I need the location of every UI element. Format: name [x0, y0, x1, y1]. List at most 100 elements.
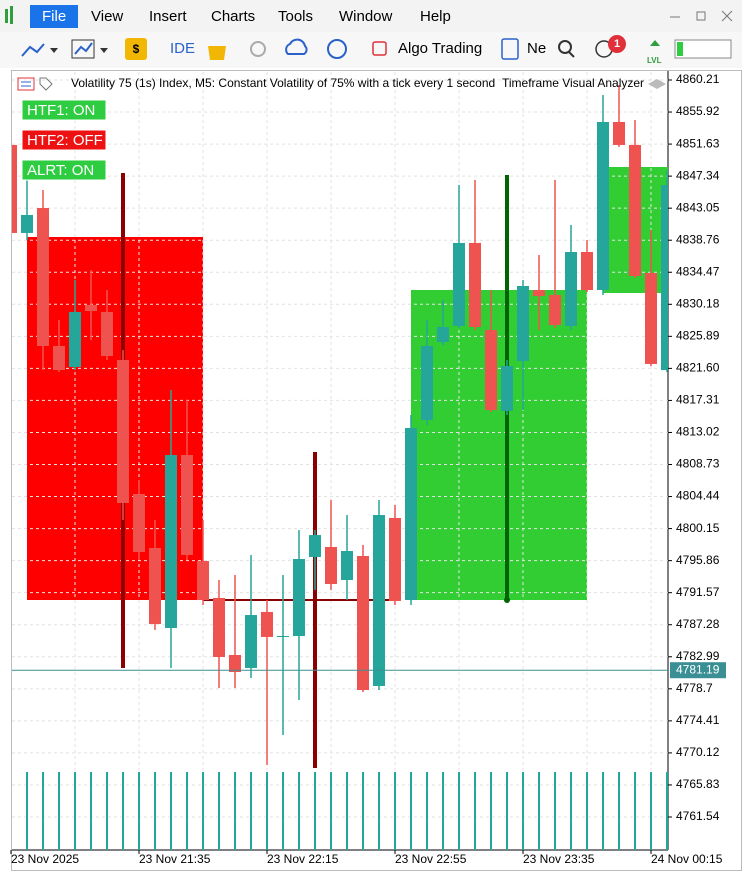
- y-tick-label: 4774.41: [676, 713, 720, 727]
- y-tick-label: 4808.73: [676, 457, 720, 471]
- candle-body: [613, 121, 625, 145]
- app-icon: [5, 9, 8, 23]
- y-tick-label: 4761.54: [676, 809, 720, 823]
- candle-body: [437, 327, 449, 343]
- algo-trading-button[interactable]: Algo Trading: [398, 40, 482, 57]
- candle-body: [341, 551, 353, 580]
- candle-body: [101, 311, 113, 356]
- y-tick-label: 4843.05: [676, 200, 720, 214]
- candle-body: [12, 144, 17, 233]
- y-tick-label: 4770.12: [676, 745, 720, 759]
- candle-body: [69, 311, 81, 367]
- candle-body: [261, 611, 273, 637]
- x-tick-label: 23 Nov 22:15: [267, 852, 339, 866]
- file-menu-highlight: [30, 5, 78, 28]
- candle-body: [309, 535, 321, 557]
- x-tick-label: 23 Nov 22:55: [395, 852, 467, 866]
- last-price-tag: [670, 662, 726, 679]
- y-tick-label: 4817.31: [676, 393, 720, 407]
- candle-body: [645, 272, 657, 364]
- volume: [26, 772, 668, 850]
- menu-item[interactable]: Insert: [149, 8, 187, 25]
- candle-body: [549, 294, 561, 325]
- y-tick-label: 4791.57: [676, 585, 720, 599]
- toolbar-icons: $: [21, 35, 732, 60]
- svg-text:$: $: [133, 42, 140, 56]
- y-tick-label: 4825.89: [676, 329, 720, 343]
- app-icon: [10, 6, 13, 24]
- y-tick-label: 4860.21: [676, 72, 720, 86]
- candle-body: [117, 360, 129, 503]
- candle-body: [661, 185, 668, 371]
- menu-item[interactable]: View: [91, 8, 123, 25]
- y-tick-label: 4830.18: [676, 296, 720, 310]
- menu-item[interactable]: Tools: [278, 8, 313, 25]
- candle-body: [597, 121, 609, 291]
- candle-body: [469, 242, 481, 328]
- y-tick-label: 4821.60: [676, 361, 720, 375]
- candle-body: [581, 252, 593, 291]
- indicator-button[interactable]: [21, 99, 107, 121]
- y-tick-label: 4782.99: [676, 649, 720, 663]
- indicator-button-label[interactable]: HTF1: ON: [27, 102, 95, 119]
- candle-body: [37, 208, 49, 346]
- y-tick-label: 4838.76: [676, 232, 720, 246]
- notification-badge: 1: [614, 38, 620, 50]
- x-tick-label: 23 Nov 23:35: [523, 852, 595, 866]
- indicator-button[interactable]: [21, 129, 107, 151]
- x-tick-label: 24 Nov 00:15: [651, 852, 723, 866]
- x-tick-label: 23 Nov 21:35: [139, 852, 211, 866]
- candle-body: [453, 242, 465, 326]
- indicator-button[interactable]: [21, 159, 107, 181]
- candle-body: [149, 548, 161, 624]
- menu-bar: [0, 0, 742, 32]
- y-tick-label: 4813.02: [676, 425, 720, 439]
- window-controls: [670, 10, 733, 22]
- candle-body: [53, 345, 65, 371]
- y-tick-label: 4834.47: [676, 264, 720, 278]
- y-tick-label: 4765.83: [676, 777, 720, 791]
- candle-body: [357, 556, 369, 691]
- candle-body: [165, 455, 177, 629]
- menu-item[interactable]: Charts: [211, 8, 255, 25]
- y-tick-label: 4800.15: [676, 521, 720, 535]
- candle-body: [629, 144, 641, 276]
- candle-body: [405, 427, 417, 601]
- candle-body: [373, 515, 385, 686]
- y-tick-label: 4851.63: [676, 136, 720, 150]
- y-tick-label: 4804.44: [676, 489, 720, 503]
- menu: File View Insert Charts Tools Window Help: [42, 8, 451, 25]
- lvl-label: LVL: [647, 56, 662, 65]
- y-tick-label: 4855.92: [676, 104, 720, 118]
- indicator-button-label[interactable]: HTF2: OFF: [27, 132, 103, 149]
- candle-body: [277, 636, 289, 638]
- chart-title: Volatility 75 (1s) Index, M5: Constant V…: [71, 76, 495, 90]
- candle-body: [133, 494, 145, 552]
- menu-item[interactable]: Window: [339, 8, 393, 25]
- ide-button[interactable]: IDE: [170, 40, 195, 57]
- indicator-name: Timeframe Visual Analyzer: [502, 76, 644, 90]
- y-tick-label: 4778.7: [676, 681, 713, 695]
- candle-body: [181, 455, 193, 555]
- y-tick-label: 4847.34: [676, 168, 720, 182]
- candle-body: [213, 597, 225, 657]
- candle-body: [421, 345, 433, 420]
- x-tick-label: 23 Nov 2025: [11, 852, 79, 866]
- candle-body: [565, 252, 577, 326]
- candle-body: [485, 329, 497, 410]
- menu-item[interactable]: Help: [420, 8, 451, 25]
- new-order-button[interactable]: Ne: [527, 40, 546, 57]
- y-tick-label: 4795.86: [676, 553, 720, 567]
- indicator-buttons: HTF1: ON HTF2: OFF ALRT: ON: [21, 99, 107, 181]
- last-price-label: 4781.19: [676, 662, 720, 676]
- candle-body: [229, 654, 241, 673]
- candle-body: [501, 365, 513, 411]
- menu-item[interactable]: File: [42, 8, 66, 25]
- candle-body: [389, 517, 401, 601]
- indicator-button-label[interactable]: ALRT: ON: [27, 162, 94, 179]
- toolbar: [0, 32, 742, 68]
- candle-body: [245, 615, 257, 668]
- candle-body: [85, 304, 97, 312]
- axes: 4860.21 4855.92 4851.63 4847.34 4843.05 4838.…: [10, 72, 726, 866]
- candle-body: [325, 546, 337, 585]
